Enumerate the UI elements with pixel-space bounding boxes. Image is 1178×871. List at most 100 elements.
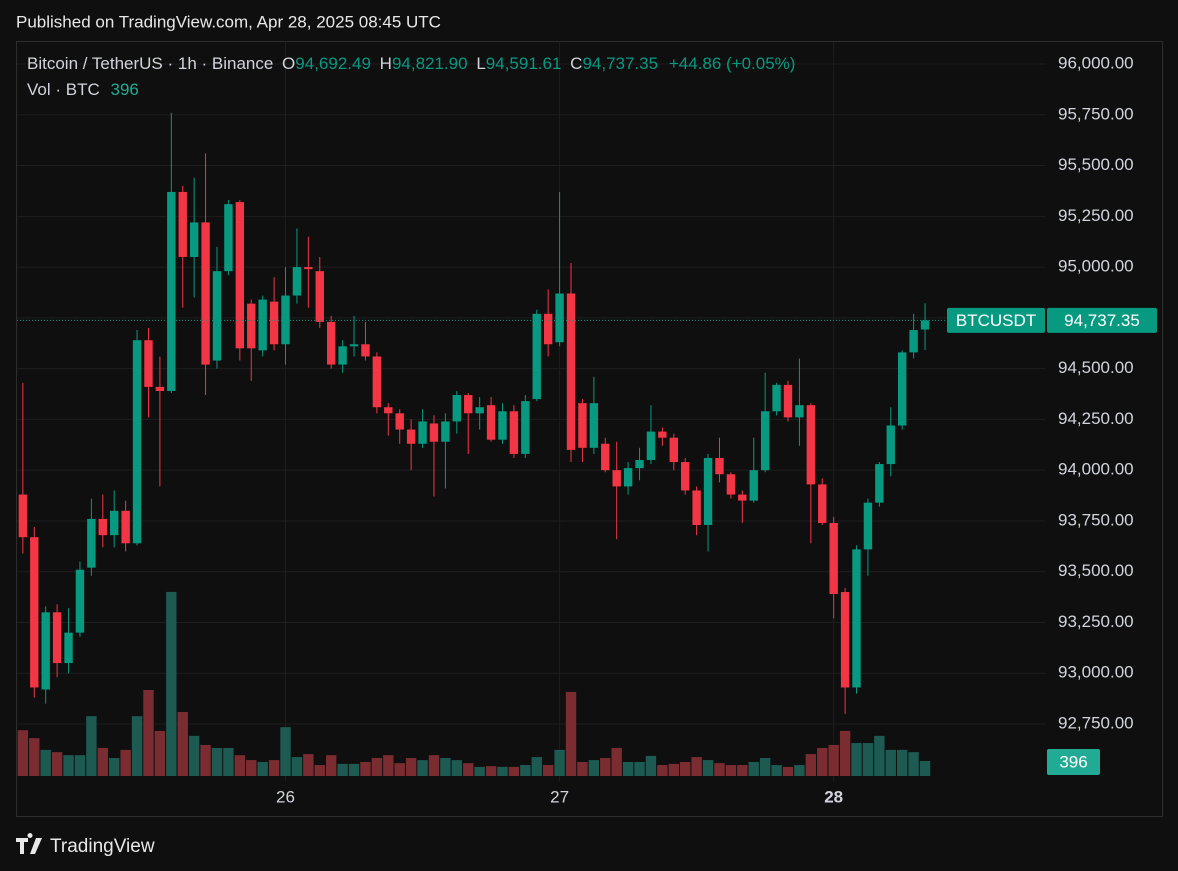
y-tick-label: 95,500.00 xyxy=(1058,155,1134,174)
candle-body xyxy=(75,569,85,633)
low-key: L xyxy=(476,54,485,73)
candle-body xyxy=(87,518,96,568)
brand-logo: TradingView xyxy=(16,833,155,857)
y-tick-label: 95,250.00 xyxy=(1058,206,1134,225)
candle-body xyxy=(475,407,484,414)
volume-bar xyxy=(497,766,508,776)
candle-body xyxy=(738,494,747,501)
candle-body xyxy=(566,293,576,450)
volume-bar xyxy=(691,757,702,776)
y-tick-label: 92,750.00 xyxy=(1058,714,1134,733)
x-tick-label: 27 xyxy=(550,787,569,806)
candle-body xyxy=(372,356,382,408)
volume-value: 396 xyxy=(110,80,138,99)
volume-bar xyxy=(303,754,314,776)
volume-bar xyxy=(63,755,74,776)
volume-bar xyxy=(896,749,908,776)
candle-body xyxy=(612,470,621,487)
candle-body xyxy=(509,411,519,454)
candle-body xyxy=(315,271,324,322)
y-tick-label: 94,250.00 xyxy=(1058,409,1134,428)
volume-bar xyxy=(668,763,679,776)
candle-body xyxy=(155,386,165,391)
volume-bar xyxy=(908,752,919,776)
candle-body xyxy=(658,431,667,438)
candle-body xyxy=(852,549,861,688)
volume-bar xyxy=(86,716,97,776)
candle-body xyxy=(18,494,28,538)
candle-body xyxy=(326,321,336,365)
x-tick-label: 26 xyxy=(276,787,295,806)
candle-body xyxy=(349,344,359,347)
candle-body xyxy=(543,313,553,345)
candle-body xyxy=(406,429,416,444)
candle-body xyxy=(772,384,781,412)
volume-bar xyxy=(919,761,931,776)
volume-bar xyxy=(440,758,451,776)
volume-bar xyxy=(348,763,360,776)
volume-bar xyxy=(542,765,554,776)
candle-body xyxy=(669,437,678,463)
volume-bar xyxy=(405,758,417,776)
volume-bar xyxy=(657,765,668,776)
candle-body xyxy=(715,457,724,475)
volume-bar xyxy=(485,766,497,776)
candle-body xyxy=(703,457,713,526)
candle-body xyxy=(395,413,404,430)
candle-body xyxy=(646,431,656,461)
candle-body xyxy=(189,222,199,257)
candle-body xyxy=(132,340,142,544)
volume-bar xyxy=(211,747,223,776)
candle-body xyxy=(726,474,736,495)
candle-body xyxy=(589,403,599,448)
volume-bar xyxy=(143,690,154,776)
x-tick-label: 28 xyxy=(824,787,843,806)
volume-bar xyxy=(634,761,645,776)
published-note: Published on TradingView.com, Apr 28, 20… xyxy=(16,12,441,31)
grid xyxy=(17,42,1045,781)
volume-bar xyxy=(588,760,600,776)
change: +44.86 (+0.05%) xyxy=(669,54,796,73)
volume-bar xyxy=(97,747,108,776)
y-tick-label: 94,500.00 xyxy=(1058,358,1134,377)
volume-bar xyxy=(874,735,885,776)
candle-body xyxy=(429,423,439,442)
candle-body xyxy=(875,464,884,503)
volume-bar xyxy=(451,760,463,776)
volume-bar xyxy=(394,763,405,776)
volume-bar xyxy=(188,735,200,776)
volume-bar xyxy=(234,755,246,776)
candle-body xyxy=(783,384,793,418)
candle-layer xyxy=(17,112,946,714)
volume-bar xyxy=(782,766,794,776)
candle-body xyxy=(281,295,290,345)
candle-body xyxy=(110,510,119,536)
volume-bar xyxy=(794,765,805,776)
candle-body xyxy=(760,411,770,471)
volume-bar xyxy=(554,749,565,776)
chart-frame xyxy=(16,41,1163,817)
volume-bar xyxy=(268,760,280,776)
volume-bar xyxy=(531,757,542,776)
candle-body xyxy=(304,267,313,270)
candle-body xyxy=(235,202,245,349)
candle-body xyxy=(829,522,838,595)
legend: Bitcoin / TetherUS · 1h · Binance O94,69… xyxy=(27,54,795,73)
price-tag: 94,737.35 xyxy=(1064,311,1140,330)
volume-bar xyxy=(714,763,725,776)
volume-bar xyxy=(131,716,143,776)
volume-bar xyxy=(428,755,440,776)
symbol-tag-bg xyxy=(947,307,1045,333)
candle-body xyxy=(441,421,450,442)
candle-body xyxy=(52,612,62,664)
volume-bar xyxy=(360,761,371,776)
volume-bar xyxy=(166,591,177,776)
candle-body xyxy=(121,510,130,544)
volume-bar xyxy=(817,747,828,776)
volume-bar xyxy=(337,763,348,776)
candle-body xyxy=(292,267,302,296)
candle-body xyxy=(41,612,50,690)
volume-bar xyxy=(771,765,782,776)
symbol: Bitcoin / TetherUS · 1h · Binance xyxy=(27,54,273,73)
